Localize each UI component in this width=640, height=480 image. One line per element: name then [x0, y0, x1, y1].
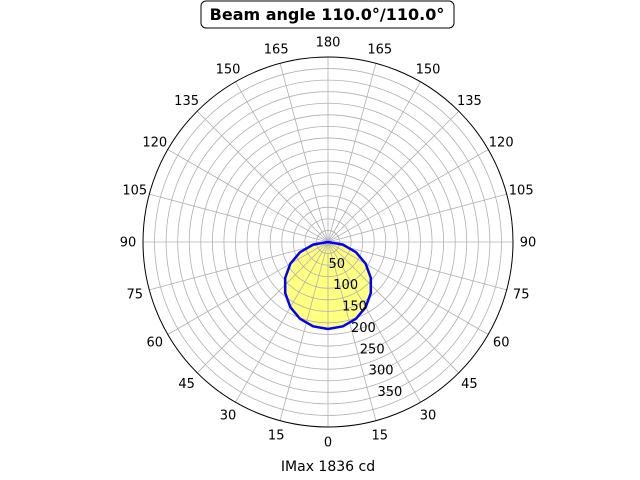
angular-tick-label: 150 — [416, 62, 441, 77]
grid-spoke — [327, 241, 421, 403]
angular-tick-label: 15 — [268, 429, 285, 444]
grid-spoke — [235, 241, 329, 403]
radial-tick-label: 250 — [360, 342, 385, 357]
grid-spoke — [327, 241, 507, 291]
chart-title: Beam angle 110.0°/110.0° — [210, 5, 445, 24]
grid-spoke — [327, 193, 507, 243]
grid-spoke — [327, 81, 421, 243]
radial-tick-label: 200 — [351, 321, 376, 336]
angular-tick-label: 60 — [147, 336, 164, 351]
angular-tick-label: 180 — [316, 36, 341, 51]
angular-tick-label: 75 — [513, 287, 530, 302]
angular-tick-label: 15 — [372, 429, 389, 444]
angular-tick-label: 45 — [461, 377, 478, 392]
angular-tick-label: 135 — [174, 94, 199, 109]
radial-tick-label: 350 — [377, 385, 402, 400]
radial-tick-label: 50 — [329, 257, 346, 272]
grid-spoke — [167, 241, 329, 335]
grid-spoke — [327, 241, 489, 335]
grid-spoke — [327, 241, 377, 421]
polar-grid — [143, 57, 513, 427]
grid-spoke — [279, 63, 329, 243]
grid-spoke — [196, 241, 329, 374]
angular-tick-label: 0 — [324, 436, 332, 451]
angular-tick-label: 150 — [216, 62, 241, 77]
angular-tick-label: 135 — [457, 94, 482, 109]
grid-spoke — [196, 110, 329, 243]
angular-tick-label: 75 — [127, 287, 144, 302]
angular-tick-label: 165 — [264, 42, 289, 57]
angular-tick-label: 165 — [367, 42, 392, 57]
grid-spoke — [167, 149, 329, 243]
polar-frame — [142, 56, 514, 428]
angular-tick-label: 120 — [142, 136, 167, 151]
radial-tick-labels: 50 100 150 200 250 300 350 — [329, 257, 403, 400]
grid-spoke — [279, 241, 329, 421]
grid-spoke — [327, 241, 460, 374]
grid-spoke — [235, 81, 329, 243]
grid-spoke — [149, 241, 329, 291]
angular-tick-label: 90 — [120, 236, 137, 251]
angular-tick-label: 30 — [220, 409, 237, 424]
intensity-curve — [283, 240, 373, 331]
angular-tick-labels: 0 15 30 45 60 75 90 105 120 135 150 165 180 165 150 135… — [120, 36, 537, 451]
angular-tick-label: 45 — [178, 377, 195, 392]
grid-spoke — [327, 110, 460, 243]
title-box — [200, 0, 455, 29]
grid-spoke — [327, 63, 377, 243]
x-axis-label: IMax 1836 cd — [281, 459, 375, 475]
radial-tick-label: 300 — [369, 364, 394, 379]
radial-tick-label: 100 — [333, 278, 358, 293]
angular-tick-label: 105 — [122, 184, 147, 199]
grid-spoke — [327, 149, 489, 243]
angular-tick-label: 60 — [493, 336, 510, 351]
angular-tick-label: 105 — [509, 184, 534, 199]
radial-tick-label: 150 — [342, 300, 367, 315]
angular-tick-label: 90 — [520, 236, 537, 251]
angular-tick-label: 120 — [489, 136, 514, 151]
angular-tick-label: 30 — [420, 409, 437, 424]
grid-spoke — [149, 193, 329, 243]
